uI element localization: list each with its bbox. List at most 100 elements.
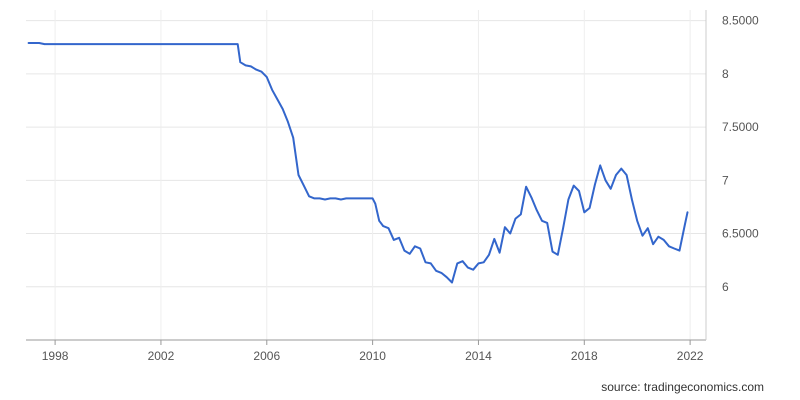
data-point: [335, 198, 337, 200]
data-point: [44, 43, 46, 45]
data-point: [578, 190, 580, 192]
data-point: [329, 198, 331, 200]
data-point: [298, 174, 300, 176]
data-point: [359, 198, 361, 200]
data-point: [573, 185, 575, 187]
data-point: [467, 267, 469, 269]
x-tick-label: 1998: [42, 349, 69, 363]
data-point: [134, 43, 136, 45]
y-tick-label: 6.5000: [722, 227, 759, 241]
data-point: [435, 270, 437, 272]
data-point: [499, 252, 501, 254]
x-tick-label: 2010: [359, 349, 386, 363]
data-point: [658, 236, 660, 238]
data-point: [287, 121, 289, 123]
data-point: [462, 260, 464, 262]
data-point: [525, 186, 527, 188]
data-point: [374, 203, 376, 205]
data-point: [652, 243, 654, 245]
data-point: [509, 233, 511, 235]
data-point: [647, 227, 649, 229]
data-point: [557, 254, 559, 256]
data-point: [536, 209, 538, 211]
y-tick-label: 7: [722, 173, 729, 187]
x-tick-label: 2018: [571, 349, 598, 363]
source-label: source: tradingeconomics.com: [601, 380, 764, 394]
data-point: [599, 165, 601, 167]
data-point: [541, 220, 543, 222]
data-point: [38, 42, 40, 44]
data-point: [345, 198, 347, 200]
data-point: [515, 218, 517, 220]
data-point: [546, 222, 548, 224]
x-axis-ticks: 1998 2002 2006 2010 2014 2018 2022: [42, 349, 704, 363]
y-tick-label: 8: [722, 67, 729, 81]
data-point: [419, 248, 421, 250]
data-point: [255, 69, 257, 71]
data-point: [378, 220, 380, 222]
data-point: [282, 108, 284, 110]
data-point: [308, 195, 310, 197]
data-point: [552, 251, 554, 253]
x-tick-label: 2002: [148, 349, 175, 363]
data-point: [277, 99, 279, 101]
data-point: [642, 235, 644, 237]
data-point: [382, 225, 384, 227]
x-tick-label: 2006: [253, 349, 280, 363]
data-point: [409, 253, 411, 255]
data-point: [319, 198, 321, 200]
data-point: [404, 250, 406, 252]
data-point: [237, 43, 239, 45]
data-point: [610, 188, 612, 190]
data-point: [594, 184, 596, 186]
data-point: [271, 89, 273, 91]
data-point: [414, 246, 416, 248]
data-point: [684, 224, 686, 226]
data-point: [568, 199, 570, 201]
data-point: [483, 261, 485, 263]
data-point: [250, 66, 252, 68]
data-point: [139, 43, 141, 45]
data-point: [626, 174, 628, 176]
data-point: [494, 238, 496, 240]
data-point: [472, 269, 474, 271]
series-line: [27, 42, 689, 284]
data-point: [679, 250, 681, 252]
data-point: [668, 246, 670, 248]
data-point: [340, 199, 342, 201]
data-point: [324, 199, 326, 201]
data-point: [441, 272, 443, 274]
y-tick-label: 7.5000: [722, 120, 759, 134]
data-point: [687, 211, 689, 213]
data-point: [615, 174, 617, 176]
data-point: [388, 227, 390, 229]
data-point: [636, 220, 638, 222]
data-point: [393, 239, 395, 241]
y-axis-ticks: 8.5000 8 7.5000 7 6.5000 6: [722, 14, 759, 294]
data-point: [451, 282, 453, 284]
data-point: [673, 248, 675, 250]
data-point: [631, 199, 633, 201]
data-point: [28, 42, 30, 44]
data-point: [562, 227, 564, 229]
data-point: [261, 71, 263, 73]
y-tick-label: 6: [722, 280, 729, 294]
x-tick-label: 2014: [465, 349, 492, 363]
data-point: [621, 168, 623, 170]
data-point: [478, 263, 480, 265]
y-tick-label: 8.5000: [722, 14, 759, 28]
data-point: [314, 198, 316, 200]
data-point: [430, 263, 432, 265]
data-point: [605, 180, 607, 182]
data-point: [303, 185, 305, 187]
data-point: [398, 237, 400, 239]
data-point: [531, 197, 533, 199]
data-point: [583, 211, 585, 213]
x-tick-label: 2022: [677, 349, 704, 363]
data-point: [589, 207, 591, 209]
data-point: [266, 76, 268, 78]
data-point: [446, 276, 448, 278]
chart-axes: [26, 10, 707, 345]
chart-series: [27, 42, 689, 284]
